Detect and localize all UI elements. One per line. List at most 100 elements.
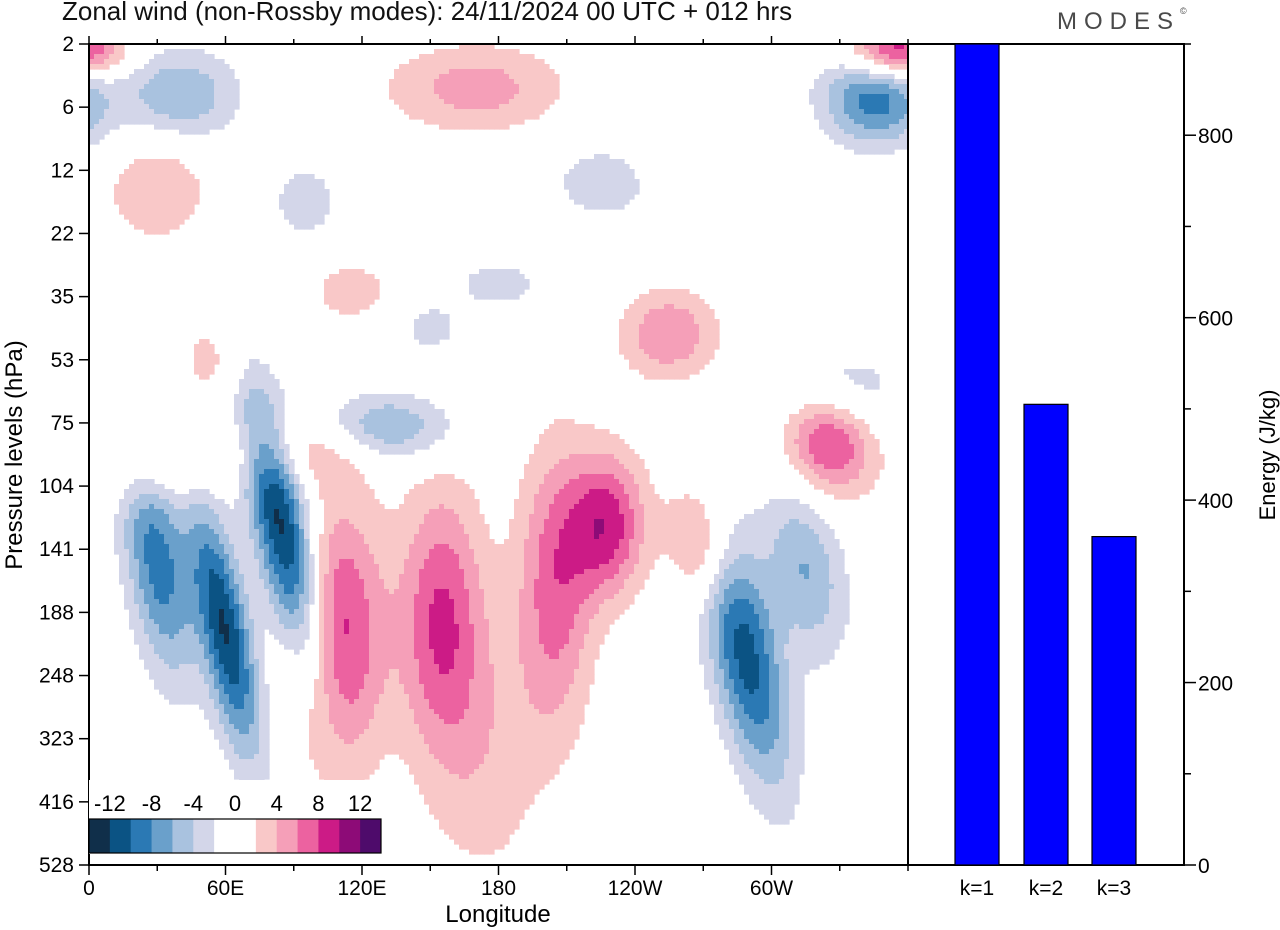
heatmap-cell	[559, 504, 565, 510]
heatmap-cell	[244, 419, 250, 425]
heatmap-cell	[139, 179, 145, 185]
heatmap-cell	[359, 509, 365, 515]
heatmap-cell	[834, 479, 840, 485]
heatmap-cell	[389, 439, 395, 445]
heatmap-cell	[144, 114, 150, 120]
heatmap-cell	[404, 84, 410, 90]
heatmap-cell	[689, 509, 695, 515]
heatmap-cell	[889, 144, 895, 150]
heatmap-cell	[514, 529, 520, 535]
heatmap-cell	[194, 54, 200, 60]
heatmap-cell	[814, 529, 820, 535]
heatmap-cell	[304, 559, 310, 565]
heatmap-cell	[639, 499, 645, 505]
heatmap-cell	[484, 289, 490, 295]
heatmap-cell	[159, 529, 165, 535]
heatmap-cell	[869, 144, 875, 150]
heatmap-cell	[119, 509, 125, 515]
heatmap-cell	[649, 484, 655, 490]
heatmap-cell	[144, 519, 150, 525]
heatmap-cell	[319, 544, 325, 550]
heatmap-cell	[404, 534, 410, 540]
heatmap-cell	[149, 559, 155, 565]
heatmap-cell	[194, 549, 200, 555]
heatmap-cell	[894, 124, 900, 130]
heatmap-cell	[169, 494, 175, 500]
heatmap-cell	[874, 139, 880, 145]
heatmap-cell	[174, 554, 180, 560]
heatmap-cell	[384, 414, 390, 420]
heatmap-cell	[709, 349, 715, 355]
heatmap-cell	[489, 114, 495, 120]
heatmap-cell	[774, 554, 780, 560]
heatmap-cell	[804, 539, 810, 545]
heatmap-cell	[449, 104, 455, 110]
heatmap-cell	[584, 464, 590, 470]
heatmap-cell	[184, 49, 190, 55]
heatmap-cell	[249, 524, 255, 530]
heatmap-cell	[284, 524, 290, 530]
heatmap-cell	[389, 554, 395, 560]
heatmap-cell	[264, 454, 270, 460]
heatmap-cell	[884, 124, 890, 130]
heatmap-cell	[309, 204, 315, 210]
heatmap-cell	[669, 324, 675, 330]
heatmap-cell	[484, 54, 490, 60]
heatmap-cell	[629, 524, 635, 530]
heatmap-cell	[339, 474, 345, 480]
heatmap-cell	[164, 504, 170, 510]
heatmap-cell	[209, 534, 215, 540]
heatmap-cell	[499, 554, 505, 560]
heatmap-cell	[774, 544, 780, 550]
heatmap-cell	[639, 494, 645, 500]
heatmap-cell	[164, 89, 170, 95]
heatmap-cell	[104, 104, 110, 110]
heatmap-cell	[144, 99, 150, 105]
heatmap-cell	[624, 199, 630, 205]
heatmap-cell	[204, 359, 210, 365]
heatmap-cell	[149, 514, 155, 520]
heatmap-cell	[669, 329, 675, 335]
heatmap-cell	[334, 559, 340, 565]
heatmap-cell	[104, 109, 110, 115]
heatmap-cell	[814, 89, 820, 95]
heatmap-cell	[449, 479, 455, 485]
heatmap-cell	[414, 549, 420, 555]
heatmap-cell	[554, 539, 560, 545]
heatmap-cell	[874, 59, 880, 65]
heatmap-cell	[314, 179, 320, 185]
heatmap-cell	[584, 554, 590, 560]
heatmap-cell	[159, 209, 165, 215]
heatmap-cell	[369, 394, 375, 400]
heatmap-cell	[604, 464, 610, 470]
heatmap-cell	[144, 219, 150, 225]
heatmap-cell	[829, 109, 835, 115]
heatmap-cell	[609, 434, 615, 440]
heatmap-cell	[354, 299, 360, 305]
heatmap-cell	[254, 484, 260, 490]
heatmap-cell	[689, 299, 695, 305]
heatmap-cell	[424, 409, 430, 415]
heatmap-cell	[369, 549, 375, 555]
heatmap-cell	[154, 109, 160, 115]
heatmap-cell	[344, 294, 350, 300]
heatmap-cell	[334, 539, 340, 545]
heatmap-cell	[749, 554, 755, 560]
heatmap-cell	[829, 529, 835, 535]
heatmap-cell	[109, 119, 115, 125]
heatmap-cell	[224, 524, 230, 530]
heatmap-cell	[184, 499, 190, 505]
heatmap-cell	[274, 489, 280, 495]
heatmap-cell	[179, 199, 185, 205]
heatmap-cell	[629, 539, 635, 545]
heatmap-cell	[654, 504, 660, 510]
heatmap-cell	[114, 194, 120, 200]
heatmap-cell	[374, 529, 380, 535]
heatmap-cell	[699, 529, 705, 535]
heatmap-cell	[809, 419, 815, 425]
heatmap-cell	[119, 109, 125, 115]
heatmap-cell	[234, 534, 240, 540]
heatmap-cell	[439, 414, 445, 420]
heatmap-cell	[894, 144, 900, 150]
heatmap-cell	[769, 534, 775, 540]
